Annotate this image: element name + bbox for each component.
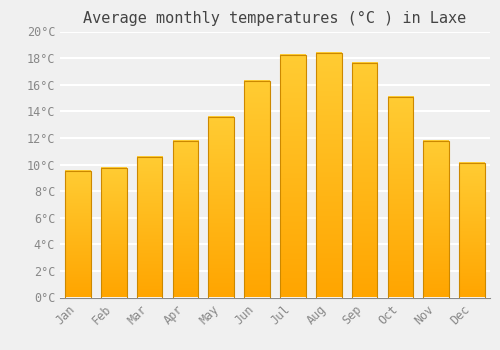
Bar bbox=[172, 141, 199, 298]
Bar bbox=[388, 97, 413, 298]
Bar bbox=[244, 81, 270, 298]
Bar bbox=[316, 53, 342, 298]
Bar bbox=[280, 55, 306, 298]
Bar bbox=[65, 171, 91, 298]
Title: Average monthly temperatures (°C ) in Laxe: Average monthly temperatures (°C ) in La… bbox=[84, 11, 466, 26]
Bar bbox=[352, 63, 378, 298]
Bar bbox=[424, 141, 449, 298]
Bar bbox=[101, 168, 126, 298]
Bar bbox=[136, 156, 162, 298]
Bar bbox=[459, 163, 485, 298]
Bar bbox=[208, 117, 234, 298]
